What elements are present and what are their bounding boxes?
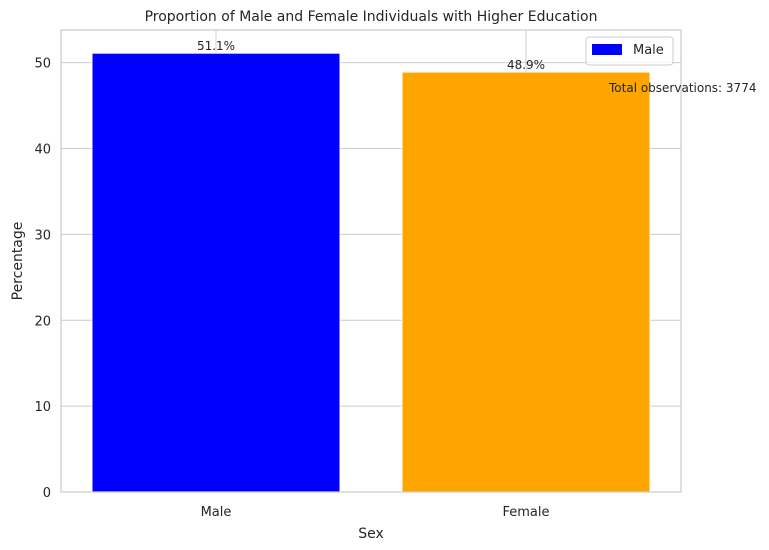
x-tick-label: Male <box>201 505 232 520</box>
plot-frame <box>60 29 682 493</box>
data-labels: 51.1% 48.9% <box>197 39 545 72</box>
y-tick-label: 10 <box>34 400 51 415</box>
y-tick-label: 50 <box>34 57 51 72</box>
y-tick-label: 20 <box>34 314 51 329</box>
x-tick-label: Female <box>502 505 549 520</box>
chart-title: Proportion of Male and Female Individual… <box>145 9 598 25</box>
y-tick-label: 30 <box>34 228 51 243</box>
y-tick-label: 0 <box>43 486 51 501</box>
y-axis-ticks: 0 10 20 30 40 50 <box>34 57 51 501</box>
y-tick-label: 40 <box>34 143 51 158</box>
legend-label-male: Male <box>633 43 664 58</box>
legend-swatch-male <box>592 44 622 55</box>
legend: Male <box>585 36 674 66</box>
bars <box>91 52 651 493</box>
bar-female <box>401 71 651 493</box>
data-label: 48.9% <box>507 58 545 72</box>
total-observations-note: Total observations: 3774 <box>608 81 756 95</box>
y-axis-label: Percentage <box>10 222 26 301</box>
x-axis-ticks: Male Female <box>201 505 550 520</box>
x-axis-label: Sex <box>358 526 384 542</box>
data-label: 51.1% <box>197 39 235 53</box>
bar-male <box>91 52 341 493</box>
